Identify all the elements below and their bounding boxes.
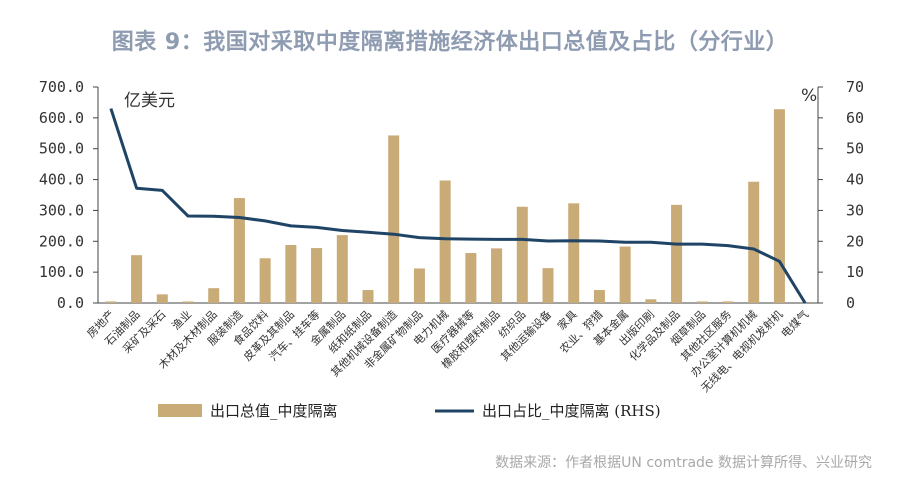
bar	[439, 180, 451, 303]
bar	[156, 294, 168, 303]
right-unit-label: %	[801, 86, 817, 106]
bar	[131, 255, 143, 303]
left-unit-label: 亿美元	[124, 91, 175, 111]
legend-bar-swatch	[158, 404, 202, 417]
bar	[773, 109, 785, 304]
source-note: 数据来源：作者根据UN comtrade 数据计算所得、兴业研究	[495, 455, 872, 471]
y-tick-label-right: 70	[846, 78, 864, 96]
y-tick-label-left: 300.0	[39, 201, 84, 219]
y-tick-label-right: 0	[846, 294, 855, 312]
bar	[362, 290, 374, 303]
bar	[568, 203, 580, 303]
bar	[722, 301, 734, 303]
y-tick-label-right: 40	[846, 171, 864, 189]
y-tick-label-left: 100.0	[39, 263, 84, 281]
bar	[182, 301, 194, 303]
bar	[233, 198, 245, 303]
legend-bar-label: 出口总值_中度隔离	[210, 402, 338, 420]
y-tick-label-left: 200.0	[39, 232, 84, 250]
bar	[336, 235, 348, 303]
y-tick-label-right: 30	[846, 201, 864, 219]
bar	[696, 301, 708, 303]
bar	[105, 301, 117, 303]
y-tick-label-right: 60	[846, 109, 864, 127]
bar	[619, 246, 631, 303]
bar	[748, 181, 760, 303]
y-tick-label-right: 20	[846, 232, 864, 250]
y-tick-label-right: 10	[846, 263, 864, 281]
share-line	[109, 108, 807, 304]
bar	[208, 288, 220, 303]
axes-group: 0.0 100.0 200.0 300.0 400.0 500.0 600.0 700.0 0 1…	[39, 78, 864, 312]
bar	[491, 248, 503, 303]
y-tick-label-left: 400.0	[39, 171, 84, 189]
y-tick-label-right: 50	[846, 140, 864, 158]
bar	[311, 248, 323, 303]
legend-line-label: 出口占比_中度隔离 (RHS)	[482, 402, 661, 420]
bar	[413, 268, 425, 303]
bar	[465, 253, 477, 303]
bar	[388, 135, 400, 303]
y-tick-label-left: 500.0	[39, 140, 84, 158]
chart-title: 图表 9：我国对采取中度隔离措施经济体出口总值及占比（分行业）	[111, 30, 789, 55]
bar	[259, 258, 271, 303]
bar	[542, 268, 554, 303]
line-group	[109, 108, 807, 304]
bars-group	[105, 109, 785, 304]
bar	[285, 244, 297, 303]
y-tick-label-left: 600.0	[39, 109, 84, 127]
y-tick-label-left: 700.0	[39, 78, 84, 96]
bar	[593, 290, 605, 303]
bar	[671, 204, 683, 303]
bar	[645, 299, 657, 303]
y-tick-label-left: 0.0	[57, 294, 84, 312]
x-tick-label: 电煤气	[778, 307, 811, 340]
bar	[516, 206, 528, 303]
